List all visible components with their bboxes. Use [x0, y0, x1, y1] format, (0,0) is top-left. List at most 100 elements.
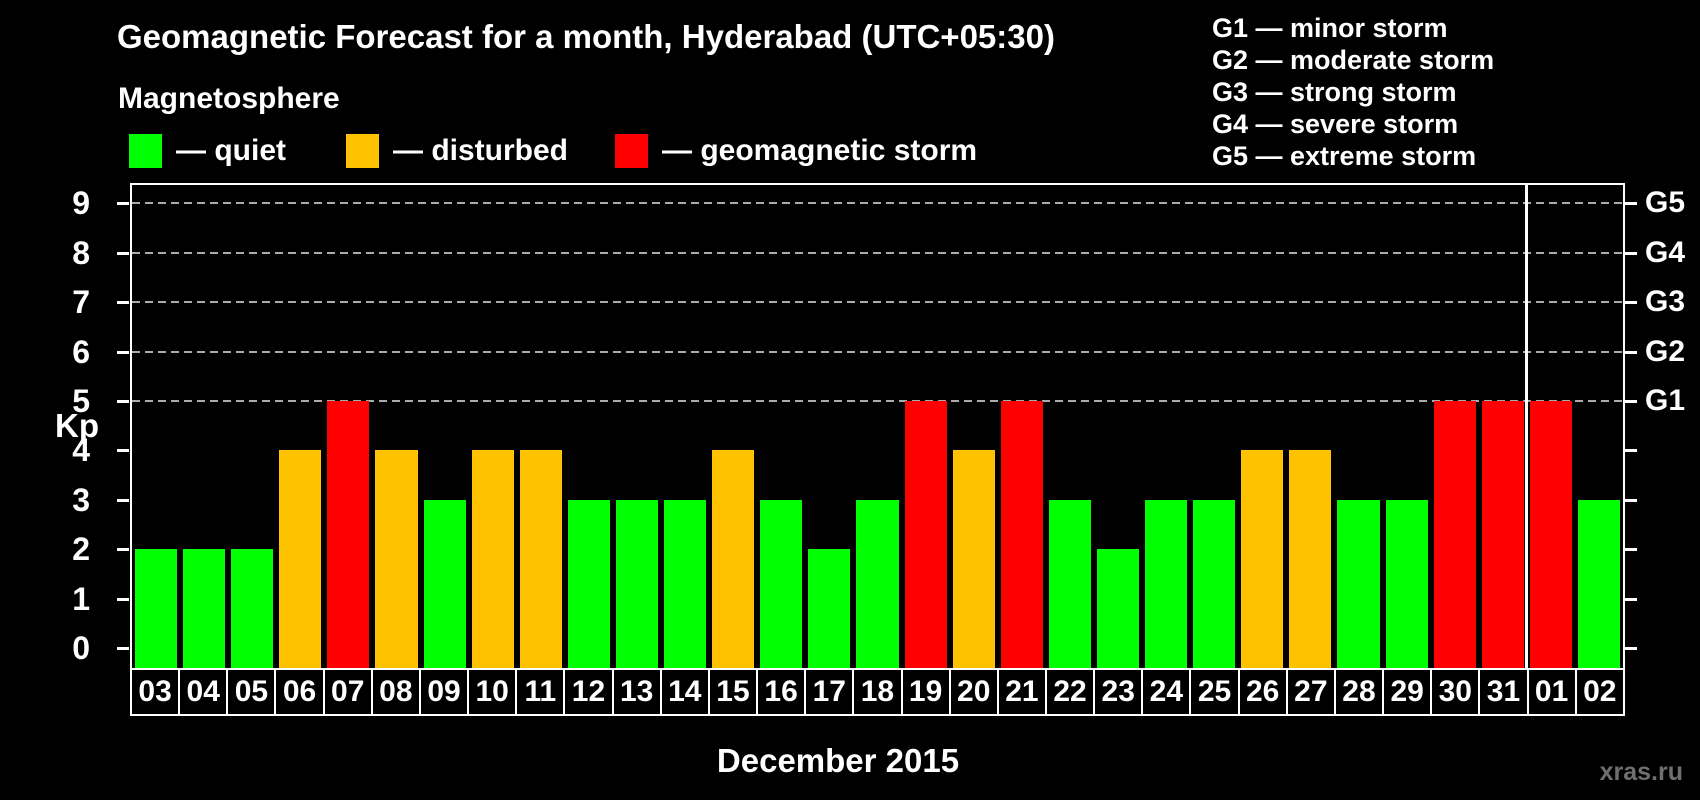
day-cell-17: 17 — [804, 668, 855, 716]
y-tick-left-5 — [117, 400, 129, 403]
bar-day-15 — [712, 450, 755, 668]
bar-day-07 — [327, 401, 370, 668]
day-cell-21: 21 — [996, 668, 1047, 716]
day-cell-30: 30 — [1430, 668, 1481, 716]
y-tick-right-7 — [1625, 301, 1637, 305]
y-tick-left-3 — [117, 498, 129, 502]
y-axis-label-3: 3 — [72, 481, 90, 518]
day-cell-13: 13 — [611, 668, 662, 716]
bar-day-20 — [952, 450, 995, 668]
day-cell-09: 09 — [418, 668, 470, 716]
y-tick-right-5 — [1625, 400, 1637, 403]
x-axis-day-labels: 03 04 05 06 07 08 09 10 11 12 13 14 15 16 17 18 19 20 21 22… — [130, 668, 1625, 716]
day-cell-29: 29 — [1382, 668, 1433, 716]
bar-day-26 — [1241, 450, 1284, 668]
day-cell-23: 23 — [1093, 668, 1144, 716]
gridline-kp-9 — [132, 202, 1623, 205]
y-axis-label-7: 7 — [72, 284, 90, 321]
quiet-swatch — [129, 133, 162, 168]
y-tick-right-6 — [1625, 350, 1637, 354]
legend-label-storm: — geomagnetic storm — [662, 133, 978, 167]
bar-day-14 — [664, 499, 707, 668]
storm-scale-line-g2: G2 — moderate storm — [1212, 45, 1495, 75]
bar-day-04 — [183, 549, 226, 668]
day-cell-16: 16 — [756, 668, 807, 716]
bar-day-24 — [1145, 499, 1188, 668]
y-tick-right-9 — [1625, 202, 1637, 206]
day-cell-12: 12 — [563, 668, 614, 716]
day-cell-27: 27 — [1285, 668, 1336, 716]
y-tick-left-0 — [117, 647, 129, 650]
g-axis-label-g3: G3 — [1645, 285, 1686, 319]
day-cell-01: 01 — [1526, 668, 1577, 716]
day-cell-14: 14 — [659, 668, 710, 716]
legend-label-quiet: — quiet — [176, 133, 286, 167]
bar-day-30 — [1433, 401, 1476, 668]
bar-day-06 — [279, 450, 322, 668]
month-separator-line — [1525, 185, 1529, 668]
y-axis-title: Kp — [55, 407, 99, 444]
bar-day-27 — [1289, 450, 1332, 668]
day-cell-07: 07 — [322, 668, 373, 716]
gridline-kp-8 — [132, 251, 1623, 254]
bar-day-25 — [1193, 499, 1236, 668]
storm-scale-line-g5: G5 — extreme storm — [1212, 141, 1477, 171]
bar-day-18 — [856, 499, 899, 668]
gridline-kp-5 — [132, 400, 1623, 402]
legend-label-disturbed: — disturbed — [393, 133, 569, 167]
bar-day-28 — [1337, 499, 1380, 668]
bar-day-01 — [1529, 401, 1572, 668]
day-cell-26: 26 — [1237, 668, 1288, 716]
y-tick-left-8 — [117, 251, 129, 255]
storm-scale-legend: G1 — minor storm G2 — moderate storm G3 — … — [1212, 12, 1494, 172]
legend-item-quiet: — quiet — [129, 133, 286, 168]
y-tick-right-3 — [1625, 498, 1637, 502]
bar-day-31 — [1481, 401, 1524, 668]
y-axis-label-1: 1 — [72, 580, 90, 617]
day-cell-28: 28 — [1333, 668, 1385, 716]
storm-scale-line-g4: G4 — severe storm — [1212, 109, 1459, 139]
y-tick-left-9 — [117, 202, 129, 206]
y-tick-left-1 — [117, 597, 129, 601]
bar-day-23 — [1096, 549, 1140, 668]
g-axis-label-g5: G5 — [1645, 186, 1686, 220]
bar-day-08 — [375, 450, 418, 668]
chart-title: Geomagnetic Forecast for a month, Hydera… — [117, 18, 1055, 55]
y-tick-right-0 — [1625, 647, 1637, 650]
y-axis-label-5: 5 — [72, 383, 90, 419]
x-axis-title: December 2015 — [716, 742, 960, 779]
bar-day-16 — [760, 499, 803, 668]
y-axis-label-9: 9 — [72, 185, 90, 222]
y-axis-label-0: 0 — [72, 630, 90, 666]
day-cell-04: 04 — [178, 668, 229, 716]
plot-area — [130, 183, 1625, 668]
day-cell-06: 06 — [274, 668, 325, 716]
bar-day-21 — [1000, 401, 1043, 668]
day-cell-24: 24 — [1141, 668, 1192, 716]
gridline-kp-6 — [132, 350, 1623, 353]
day-cell-15: 15 — [707, 668, 759, 716]
magnetosphere-legend-heading: Magnetosphere — [118, 82, 340, 115]
g-axis-label-g2: G2 — [1645, 334, 1686, 368]
bar-day-17 — [808, 549, 851, 668]
bar-day-13 — [615, 499, 659, 668]
gridline-kp-7 — [132, 301, 1623, 304]
y-axis-label-6: 6 — [72, 333, 90, 370]
day-cell-02: 02 — [1574, 668, 1625, 716]
bar-day-09 — [423, 499, 466, 668]
bar-day-22 — [1048, 499, 1091, 668]
bar-day-02 — [1577, 499, 1620, 668]
bar-day-12 — [567, 499, 610, 668]
day-cell-11: 11 — [515, 668, 566, 716]
disturbed-swatch — [346, 133, 379, 168]
y-tick-right-4 — [1625, 449, 1637, 453]
y-axis-label-4: 4 — [72, 432, 90, 469]
bar-day-05 — [231, 549, 274, 668]
day-cell-10: 10 — [467, 668, 518, 716]
bar-day-29 — [1385, 499, 1428, 668]
y-tick-left-4 — [117, 449, 129, 453]
day-cell-18: 18 — [852, 668, 903, 716]
g-axis-label-g1: G1 — [1645, 384, 1686, 417]
g-axis-label-g4: G4 — [1645, 235, 1686, 269]
